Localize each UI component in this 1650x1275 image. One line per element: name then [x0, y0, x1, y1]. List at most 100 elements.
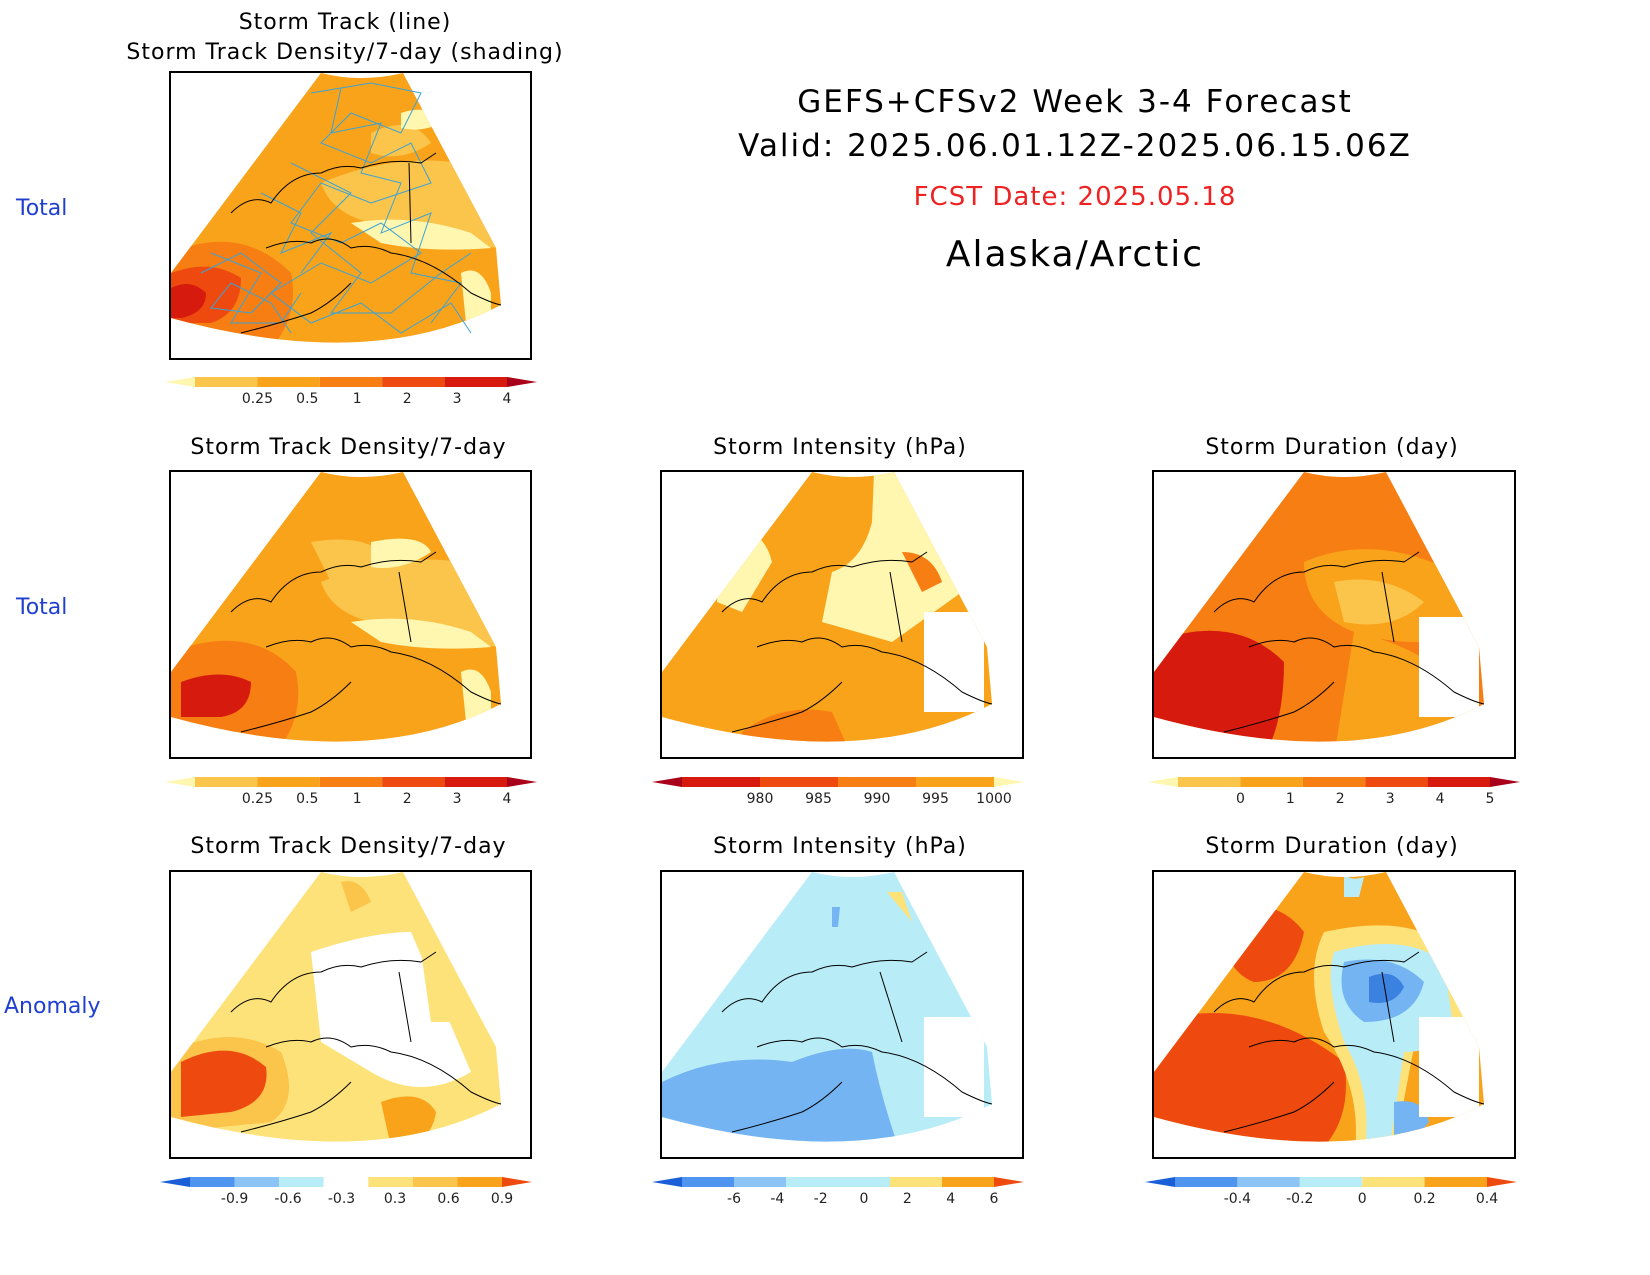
colorbar-segment — [786, 1177, 838, 1187]
row-label-anomaly: Anomaly — [4, 994, 101, 1019]
colorbar-segment — [1365, 777, 1428, 787]
colorbar-tick-label: -0.2 — [1286, 1191, 1313, 1207]
colorbar-segment — [319, 777, 383, 787]
colorbar-tick-label: -0.6 — [274, 1191, 301, 1207]
colorbar-segment — [1237, 1177, 1300, 1187]
colorbar-tick-label: -0.3 — [328, 1191, 355, 1207]
colorbar-tick-label: 4 — [503, 391, 512, 407]
panel-title-density-total: Storm Track Density/7-day — [190, 435, 507, 460]
colorbar-tick-label: 0.25 — [242, 391, 273, 407]
colorbar-tick-label: 0.5 — [296, 391, 318, 407]
colorbar-segment — [444, 377, 507, 387]
colorbar-segment — [234, 1177, 280, 1187]
top-panel-title-1: Storm Track (line) — [238, 10, 452, 35]
map-density-total — [169, 470, 532, 759]
colorbar-tick-label: 0.4 — [1476, 1191, 1498, 1207]
colorbar-segment — [1424, 1177, 1487, 1187]
colorbar-segment — [890, 1177, 942, 1187]
colorbar-segment — [190, 1177, 235, 1187]
colorbar-tick-label: 6 — [990, 1191, 999, 1207]
colorbar-segment — [319, 377, 383, 387]
colorbar-tick-label: 4 — [946, 1191, 955, 1207]
colorbar-segment — [1178, 777, 1241, 787]
colorbar-segment — [760, 777, 838, 787]
colorbar-tick-label: 2 — [403, 391, 412, 407]
panel-title-duration-total: Storm Duration (day) — [1205, 435, 1459, 460]
colorbar-tick-label: 4 — [1436, 791, 1445, 807]
colorbar-tick-label: 0 — [1358, 1191, 1367, 1207]
colorbar-tick-label: 0.3 — [384, 1191, 406, 1207]
colorbar-tick-label: 1000 — [976, 791, 1012, 807]
colorbar-tick-label: 0.25 — [242, 791, 273, 807]
colorbar-tick-label: 980 — [747, 791, 774, 807]
map-intensity-total — [660, 470, 1024, 759]
colorbar-segment — [1362, 1177, 1425, 1187]
colorbar-tick-label: 990 — [864, 791, 891, 807]
colorbar-tick-label: 3 — [453, 791, 462, 807]
colorbar-segment — [838, 777, 916, 787]
colorbar-segment — [682, 777, 760, 787]
top-map-panel — [169, 71, 532, 360]
colorbar-segment — [838, 1177, 890, 1187]
header-forecast-date: FCST Date: 2025.05.18 — [913, 182, 1237, 212]
colorbar-right-arrow — [507, 377, 537, 387]
colorbar-density-anomaly: -0.9 -0.6 -0.3 0.3 0.6 0.9 — [160, 1177, 532, 1209]
panel-title-intensity-total: Storm Intensity (hPa) — [713, 435, 967, 460]
colorbar-tick-label: 985 — [805, 791, 832, 807]
colorbar-left-arrow — [1145, 1177, 1175, 1187]
colorbar-intensity-anomaly: -6 -4 -2 0 2 4 6 — [652, 1177, 1024, 1209]
colorbar-left-arrow — [1148, 777, 1178, 787]
colorbar-tick-label: 1 — [353, 791, 362, 807]
colorbar-tick-label: 1 — [353, 391, 362, 407]
colorbar-tick-label: 2 — [903, 1191, 912, 1207]
map-duration-anomaly — [1152, 870, 1516, 1159]
colorbar-left-arrow — [165, 377, 195, 387]
colorbar-segment — [682, 1177, 734, 1187]
colorbar-tick-label: -0.9 — [221, 1191, 248, 1207]
colorbar-left-arrow — [652, 777, 682, 787]
colorbar-tick-label: 0.2 — [1413, 1191, 1435, 1207]
colorbar-intensity-total: 980 985 990 995 1000 — [652, 777, 1024, 809]
colorbar-segment — [382, 777, 445, 787]
panel-title-density-anomaly: Storm Track Density/7-day — [190, 834, 507, 859]
colorbar-left-arrow — [160, 1177, 190, 1187]
colorbar-segment — [382, 377, 445, 387]
colorbar-segment — [444, 777, 507, 787]
panel-title-intensity-anomaly: Storm Intensity (hPa) — [713, 834, 967, 859]
colorbar-tick-label: -4 — [770, 1191, 784, 1207]
colorbar-tick-label: 2 — [403, 791, 412, 807]
colorbar-tick-label: 995 — [922, 791, 949, 807]
colorbar-segment — [412, 1177, 458, 1187]
colorbar-right-arrow — [502, 1177, 532, 1187]
colorbar-segment — [734, 1177, 786, 1187]
panel-title-duration-anomaly: Storm Duration (day) — [1205, 834, 1459, 859]
colorbar-segment — [1299, 1177, 1363, 1187]
colorbar-right-arrow — [1490, 777, 1520, 787]
colorbar-duration-anomaly: -0.4 -0.2 0 0.2 0.4 — [1145, 1177, 1517, 1209]
colorbar-tick-label: -6 — [727, 1191, 741, 1207]
colorbar-segment — [368, 1177, 413, 1187]
colorbar-left-arrow — [165, 777, 195, 787]
row-label-total-2: Total — [16, 595, 68, 620]
colorbar-right-arrow — [994, 1177, 1024, 1187]
header-valid-range: Valid: 2025.06.01.12Z-2025.06.15.06Z — [738, 128, 1412, 164]
colorbar-segment — [457, 1177, 502, 1187]
colorbar-density-total: 0.25 0.5 1 2 3 4 — [165, 777, 537, 809]
colorbar-tick-label: 0.5 — [296, 791, 318, 807]
colorbar-segment — [323, 1177, 369, 1187]
top-panel-title-2: Storm Track Density/7-day (shading) — [126, 40, 564, 65]
map-intensity-anomaly — [660, 870, 1024, 1159]
colorbar-duration-total: 0 1 2 3 4 5 — [1148, 777, 1520, 809]
row-label-total-1: Total — [16, 196, 68, 221]
colorbar-tick-label: 2 — [1336, 791, 1345, 807]
colorbar-segment — [1427, 777, 1490, 787]
colorbar-tick-label: -2 — [814, 1191, 828, 1207]
colorbar-segment — [279, 1177, 324, 1187]
colorbar-tick-label: 1 — [1286, 791, 1295, 807]
colorbar-density-total-top: 0.25 0.5 1 2 3 4 — [165, 377, 537, 409]
colorbar-segment — [257, 777, 320, 787]
colorbar-right-arrow — [507, 777, 537, 787]
storm-track-lines — [200, 82, 472, 334]
header-region: Alaska/Arctic — [945, 234, 1205, 275]
colorbar-segment — [195, 377, 258, 387]
